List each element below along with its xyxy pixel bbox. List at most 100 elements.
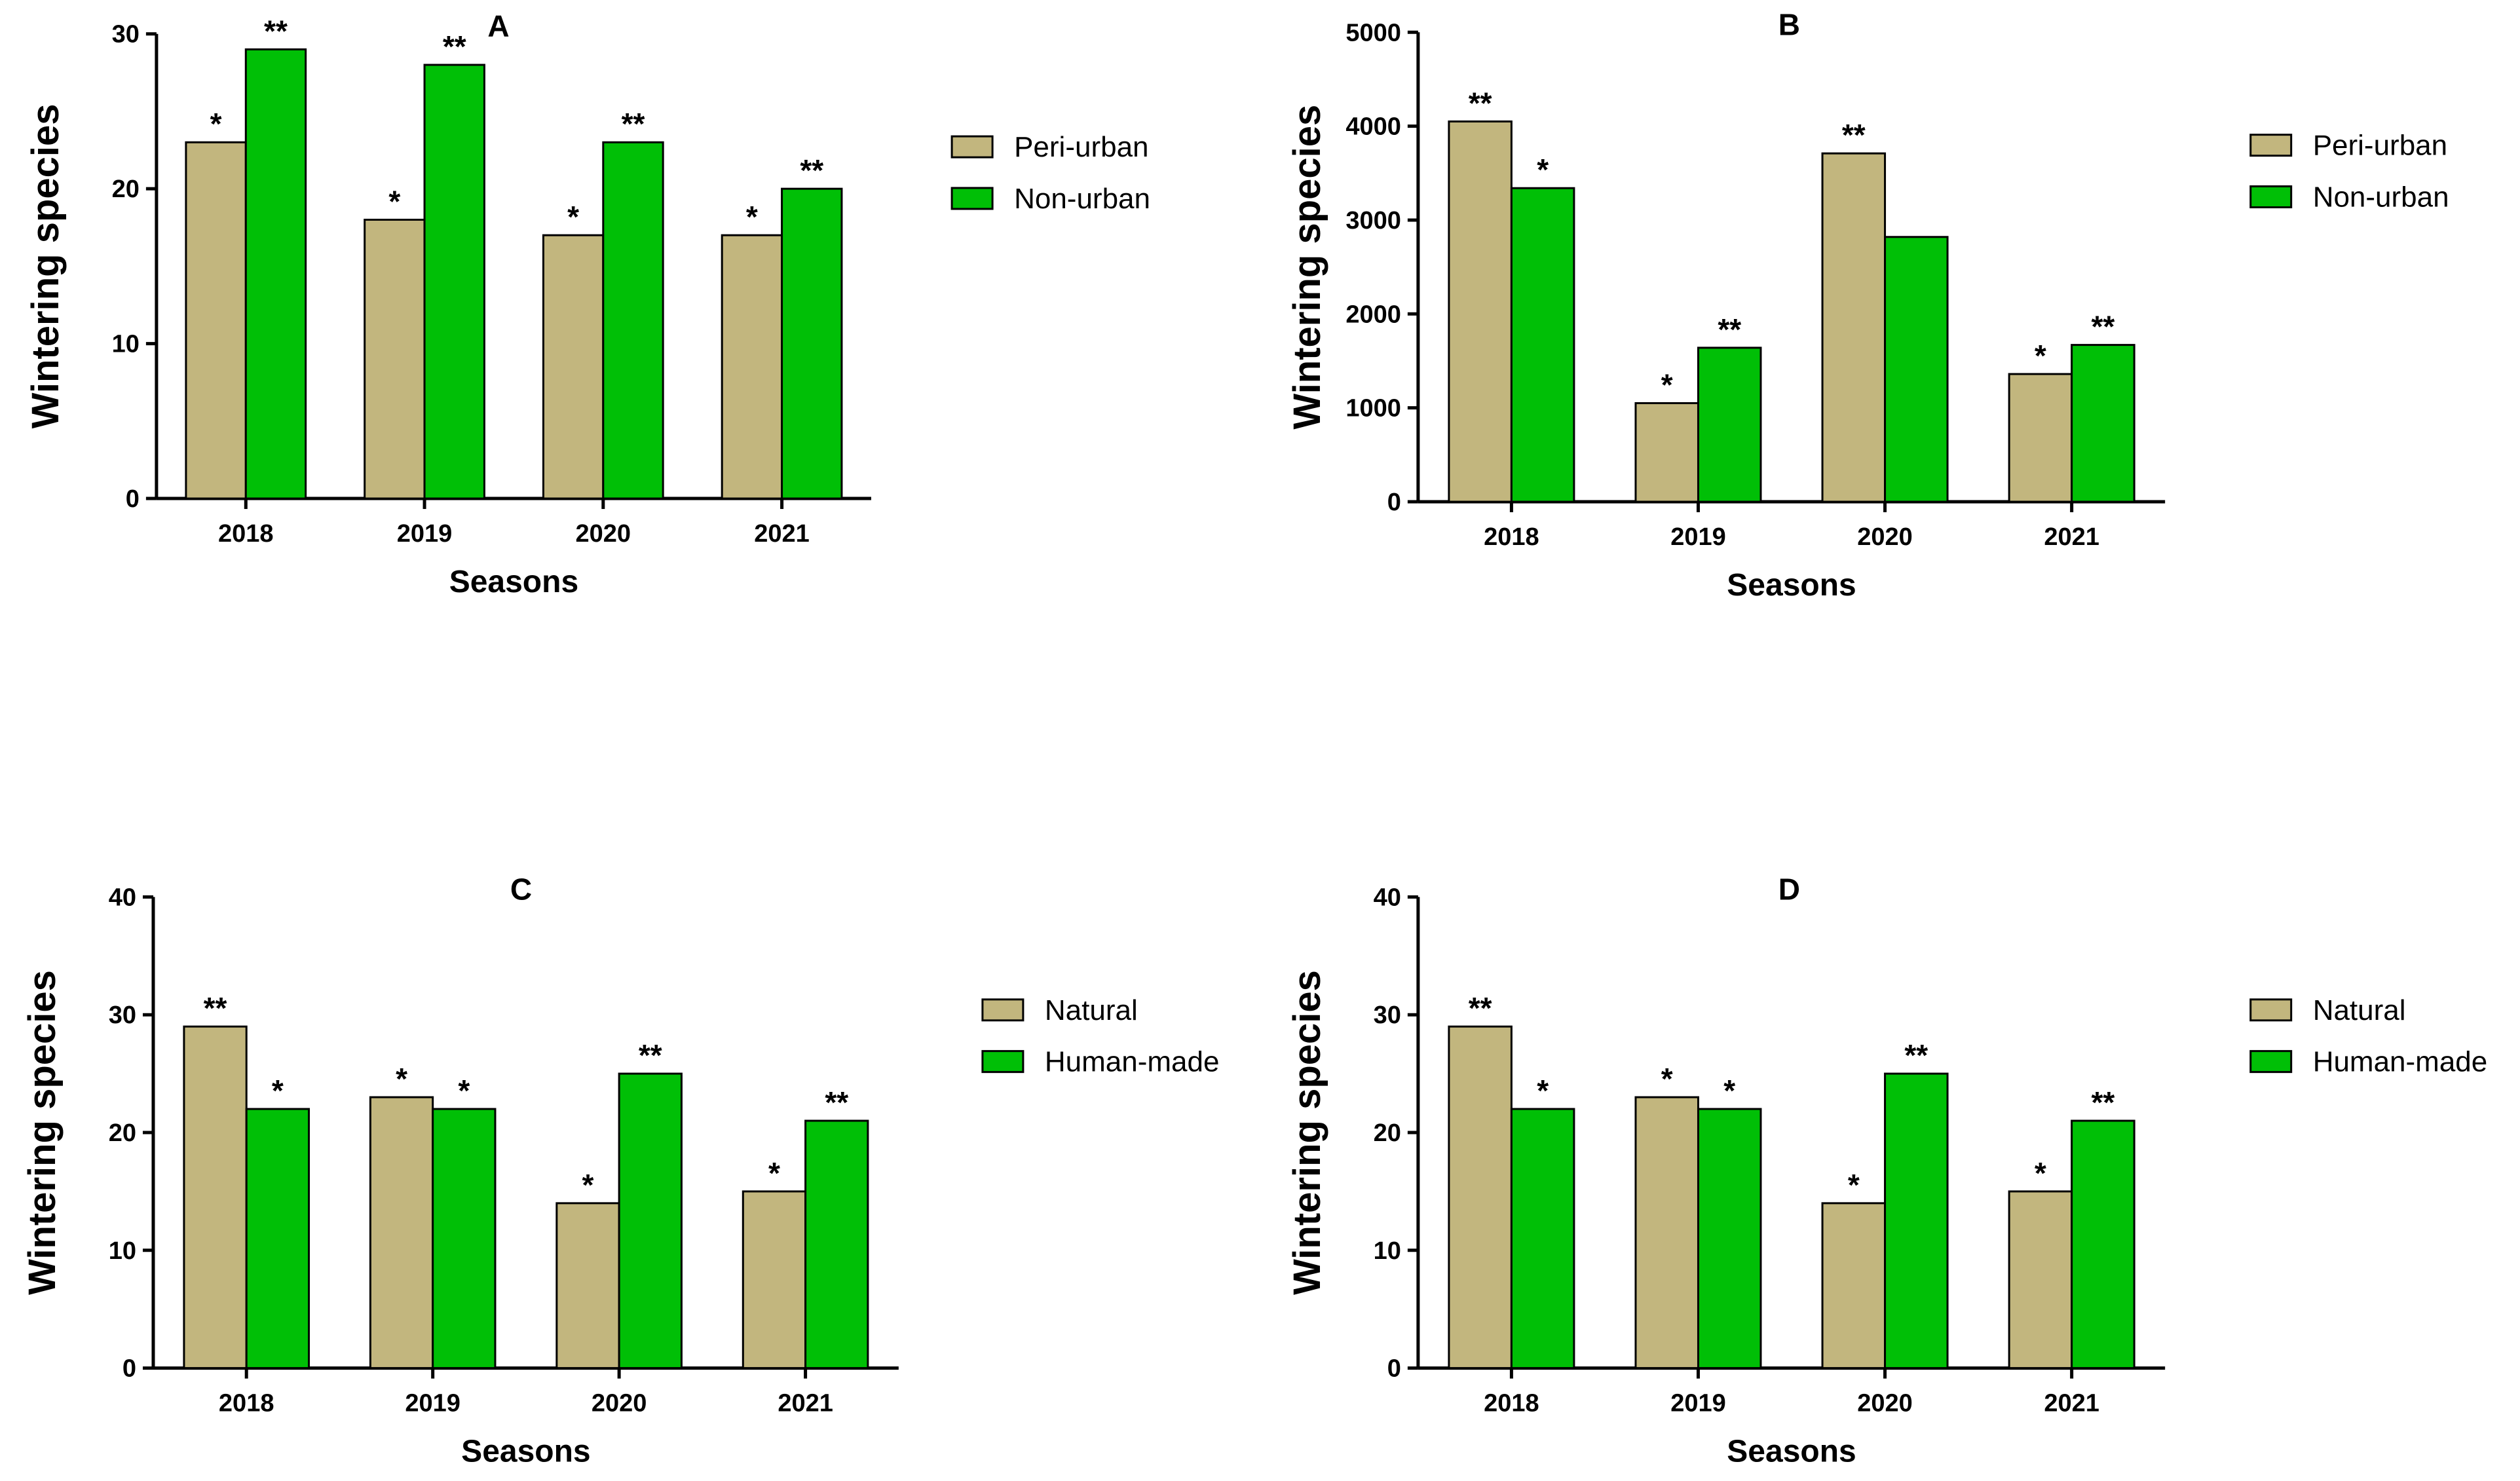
panel-label: D xyxy=(1778,872,1800,906)
significance-mark: ** xyxy=(639,1038,662,1072)
y-tick-label: 1000 xyxy=(1345,395,1401,422)
bar-natural-2019[interactable] xyxy=(369,1096,434,1370)
y-tick-label: 4000 xyxy=(1345,113,1401,141)
x-tick-label: 2018 xyxy=(1484,523,1539,551)
y-tick-label: 20 xyxy=(112,176,140,203)
y-tick-label: 0 xyxy=(122,1355,136,1383)
y-tick-label: 10 xyxy=(112,331,140,358)
significance-mark: ** xyxy=(1469,86,1492,120)
bar-peri-urban-2021[interactable] xyxy=(721,234,783,500)
bar-natural-2020[interactable] xyxy=(555,1202,620,1370)
significance-mark: ** xyxy=(1842,118,1866,152)
y-tick-label: 0 xyxy=(1387,489,1401,516)
bar-peri-urban-2018[interactable] xyxy=(1448,120,1513,503)
significance-mark: * xyxy=(272,1074,284,1108)
panel-label: A xyxy=(487,9,509,43)
significance-mark: * xyxy=(2035,1156,2046,1190)
x-axis-title: Seasons xyxy=(461,1434,590,1469)
bar-non-urban-2021[interactable] xyxy=(781,187,843,500)
legend-swatch xyxy=(2249,134,2293,157)
bar-human-made-2018[interactable] xyxy=(245,1108,310,1370)
significance-mark: ** xyxy=(264,14,288,48)
bar-non-urban-2018[interactable] xyxy=(244,48,307,500)
bar-natural-2021[interactable] xyxy=(2008,1190,2073,1370)
y-tick-label: 40 xyxy=(1374,884,1401,911)
bar-human-made-2021[interactable] xyxy=(2071,1119,2135,1370)
bar-non-urban-2019[interactable] xyxy=(423,64,485,500)
bar-peri-urban-2018[interactable] xyxy=(185,141,247,500)
y-tick-label: 40 xyxy=(109,884,136,911)
bar-human-made-2018[interactable] xyxy=(1510,1108,1575,1370)
bar-non-urban-2018[interactable] xyxy=(1510,187,1575,503)
legend-swatch xyxy=(950,187,994,210)
bar-non-urban-2019[interactable] xyxy=(1697,347,1762,503)
bar-non-urban-2021[interactable] xyxy=(2071,344,2135,503)
bar-natural-2018[interactable] xyxy=(183,1025,248,1370)
legend-swatch xyxy=(981,998,1025,1022)
bar-peri-urban-2019[interactable] xyxy=(1634,402,1699,503)
x-tick-label: 2018 xyxy=(1484,1390,1539,1417)
significance-mark: ** xyxy=(1718,312,1741,347)
legend-swatch xyxy=(2249,185,2293,208)
significance-mark: * xyxy=(768,1156,780,1190)
y-tick-label: 10 xyxy=(1374,1237,1401,1265)
y-tick-label: 30 xyxy=(109,1002,136,1029)
y-tick-label: 3000 xyxy=(1345,207,1401,234)
bar-human-made-2020[interactable] xyxy=(1884,1072,1949,1370)
legend-label: Human-made xyxy=(2313,1046,2488,1078)
y-axis-title: Wintering species xyxy=(21,970,64,1295)
y-tick-label: 20 xyxy=(109,1119,136,1147)
significance-mark: * xyxy=(388,184,400,218)
x-tick-label: 2020 xyxy=(1857,1390,1913,1417)
bar-natural-2021[interactable] xyxy=(742,1190,807,1370)
y-axis-title: Wintering species xyxy=(1286,105,1328,430)
significance-mark: ** xyxy=(825,1085,848,1119)
x-axis-title: Seasons xyxy=(449,565,578,599)
significance-mark: * xyxy=(1723,1074,1735,1108)
bar-non-urban-2020[interactable] xyxy=(1884,236,1949,503)
y-axis-title: Wintering species xyxy=(1286,970,1328,1295)
panel-label: B xyxy=(1778,7,1800,41)
x-tick-label: 2019 xyxy=(405,1390,461,1417)
significance-mark: * xyxy=(396,1062,407,1096)
legend-label: Natural xyxy=(2313,994,2406,1026)
bar-human-made-2019[interactable] xyxy=(432,1108,497,1370)
significance-mark: * xyxy=(1661,1062,1673,1096)
bar-peri-urban-2020[interactable] xyxy=(1821,152,1887,503)
legend-swatch xyxy=(981,1050,1025,1074)
x-tick-label: 2018 xyxy=(218,520,274,548)
chart-panel-a: 01020302018***2019***2020***2021***ASeas… xyxy=(24,9,1150,599)
x-axis-title: Seasons xyxy=(1727,568,1856,603)
bar-human-made-2020[interactable] xyxy=(618,1072,683,1370)
significance-mark: ** xyxy=(1904,1038,1928,1072)
significance-mark: ** xyxy=(1469,991,1492,1025)
bar-human-made-2021[interactable] xyxy=(804,1119,869,1370)
significance-mark: ** xyxy=(622,107,645,141)
legend-label: Non-urban xyxy=(2313,181,2449,213)
y-tick-label: 30 xyxy=(112,21,140,48)
x-tick-label: 2019 xyxy=(397,520,453,548)
bar-peri-urban-2021[interactable] xyxy=(2008,373,2073,503)
x-axis-title: Seasons xyxy=(1727,1434,1856,1469)
legend-label: Peri-urban xyxy=(2313,130,2447,162)
significance-mark: * xyxy=(1848,1168,1860,1202)
significance-mark: ** xyxy=(443,29,466,64)
legend-label: Human-made xyxy=(1045,1046,1220,1078)
significance-mark: * xyxy=(1661,367,1673,402)
bar-peri-urban-2020[interactable] xyxy=(542,234,605,500)
significance-mark: * xyxy=(2035,339,2046,373)
bar-natural-2018[interactable] xyxy=(1448,1025,1513,1370)
bar-non-urban-2020[interactable] xyxy=(602,141,664,500)
significance-mark: * xyxy=(1537,1074,1549,1108)
bar-human-made-2019[interactable] xyxy=(1697,1108,1762,1370)
significance-mark: * xyxy=(210,107,222,141)
significance-mark: ** xyxy=(2091,310,2115,344)
significance-mark: ** xyxy=(2091,1085,2115,1119)
bar-peri-urban-2019[interactable] xyxy=(364,218,426,500)
x-tick-label: 2021 xyxy=(2044,1390,2099,1417)
bar-natural-2019[interactable] xyxy=(1634,1096,1699,1370)
bar-natural-2020[interactable] xyxy=(1821,1202,1887,1370)
